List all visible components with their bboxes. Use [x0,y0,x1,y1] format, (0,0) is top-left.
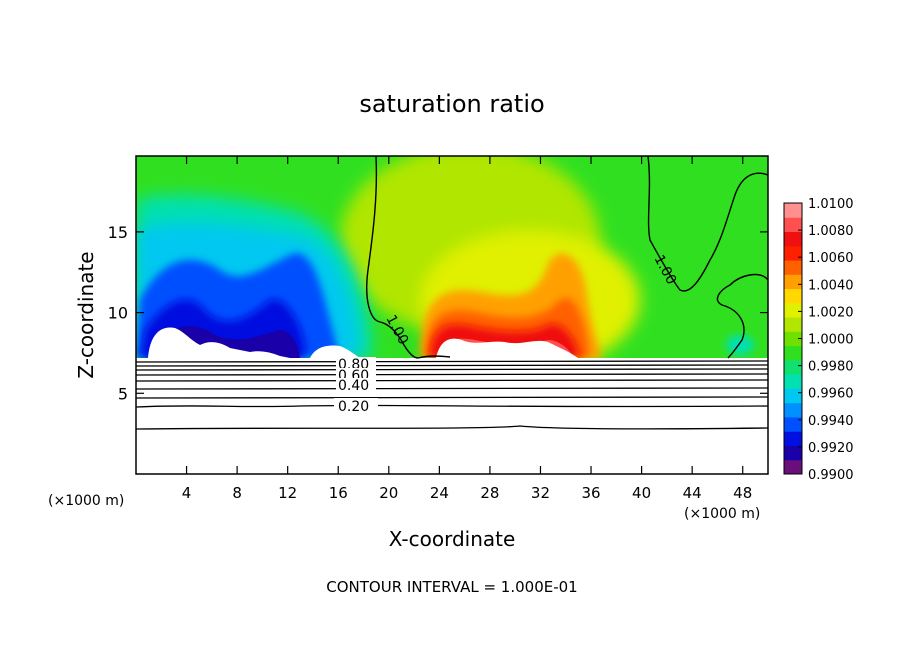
x-tick-label: 12 [278,484,297,502]
y-tick-label: 5 [118,384,128,403]
colorbar-segment [784,317,802,332]
contour-line [136,360,768,363]
x-tick-label: 4 [182,484,192,502]
contour-line [136,379,768,382]
y-axis-ticks: 5 10 15 [108,223,768,403]
colorbar-label: 0.9960 [808,387,854,402]
colorbar-segment [784,231,802,247]
x-tick-label: 16 [329,484,348,502]
colorbar-segment [784,245,802,261]
colorbar-segment [784,374,802,389]
colorbar-segment [784,431,802,446]
contour-line-1-00 [417,355,451,359]
contour-line [136,387,768,390]
x-tick-label: 32 [531,484,550,502]
y-axis-label: Z-coordinate [74,251,98,378]
colorbar-segment [784,274,802,290]
heatmap-field [136,156,768,474]
colorbar-segment [784,302,802,318]
contour-label: 0.20 [338,399,369,415]
colorbar-segment [784,459,802,475]
y-tick-label: 10 [108,304,128,323]
colorbar-label: 1.0100 [808,197,854,212]
chart-title: saturation ratio [359,90,544,118]
lower-region [136,358,768,474]
colorbar-segment [784,445,802,461]
contour-interval-note: CONTOUR INTERVAL = 1.000E-01 [326,578,577,596]
colorbar-label: 1.0060 [808,251,854,266]
colorbar-label: 0.9980 [808,360,854,375]
x-tick-label: 44 [683,484,702,502]
x-tick-label: 20 [379,484,398,502]
field-right-cyan-spot [726,335,754,355]
contour-line [136,364,768,367]
x-tick-label: 24 [430,484,449,502]
y-tick-label: 15 [108,223,128,242]
contour-line-1-00 [647,156,768,292]
x-tick-label: 40 [632,484,651,502]
contour-label: 0.40 [338,378,369,394]
mask-mid [310,345,360,358]
colorbar-label: 1.0040 [808,278,854,293]
colorbar-segment [784,217,802,233]
saturation-contours [366,156,768,359]
x-tick-label: 8 [232,484,242,502]
colorbar-segment [784,388,802,404]
colorbar-segment [784,359,802,375]
colorbar-label: 1.0080 [808,224,854,239]
contour-line [136,425,768,430]
mask-left [148,327,290,358]
colorbar-label: 1.0020 [808,305,854,320]
colorbar-label: 0.9940 [808,414,854,429]
colorbar-label: 0.9920 [808,441,854,456]
x-unit-label-right: (×1000 m) [684,506,760,522]
colorbar-segment [784,402,802,418]
mask-right [436,338,578,358]
contour-line-1-00 [366,156,419,359]
colorbar-labels: 1.0100 1.0080 1.0060 1.0040 1.0020 1.0000 0.99… [798,197,854,483]
colorbar-segments [784,203,802,475]
colorbar-segment [784,345,802,361]
x-unit-label-left: (×1000 m) [48,493,124,509]
contour-line [136,373,768,376]
x-tick-label: 36 [581,484,600,502]
colorbar: 1.0100 1.0080 1.0060 1.0040 1.0020 1.0000 0.99… [783,197,854,483]
x-tick-label: 28 [480,484,499,502]
colorbar-segment [784,288,802,304]
colorbar-segment [784,331,802,347]
x-axis-ticks: 4 8 12 16 20 24 28 32 36 40 44 48 [182,156,752,502]
colorbar-segment [784,203,802,218]
colorbar-segment [784,260,802,275]
x-axis-label: X-coordinate [389,527,516,551]
contour-line-1-00 [716,273,768,359]
contour-line [136,396,768,399]
x-tick-label: 48 [733,484,752,502]
colorbar-segment [784,416,802,432]
colorbar-label: 0.9900 [808,468,854,483]
plot-frame [135,155,769,475]
contour-line [136,368,768,371]
colorbar-label: 1.0000 [808,333,854,348]
